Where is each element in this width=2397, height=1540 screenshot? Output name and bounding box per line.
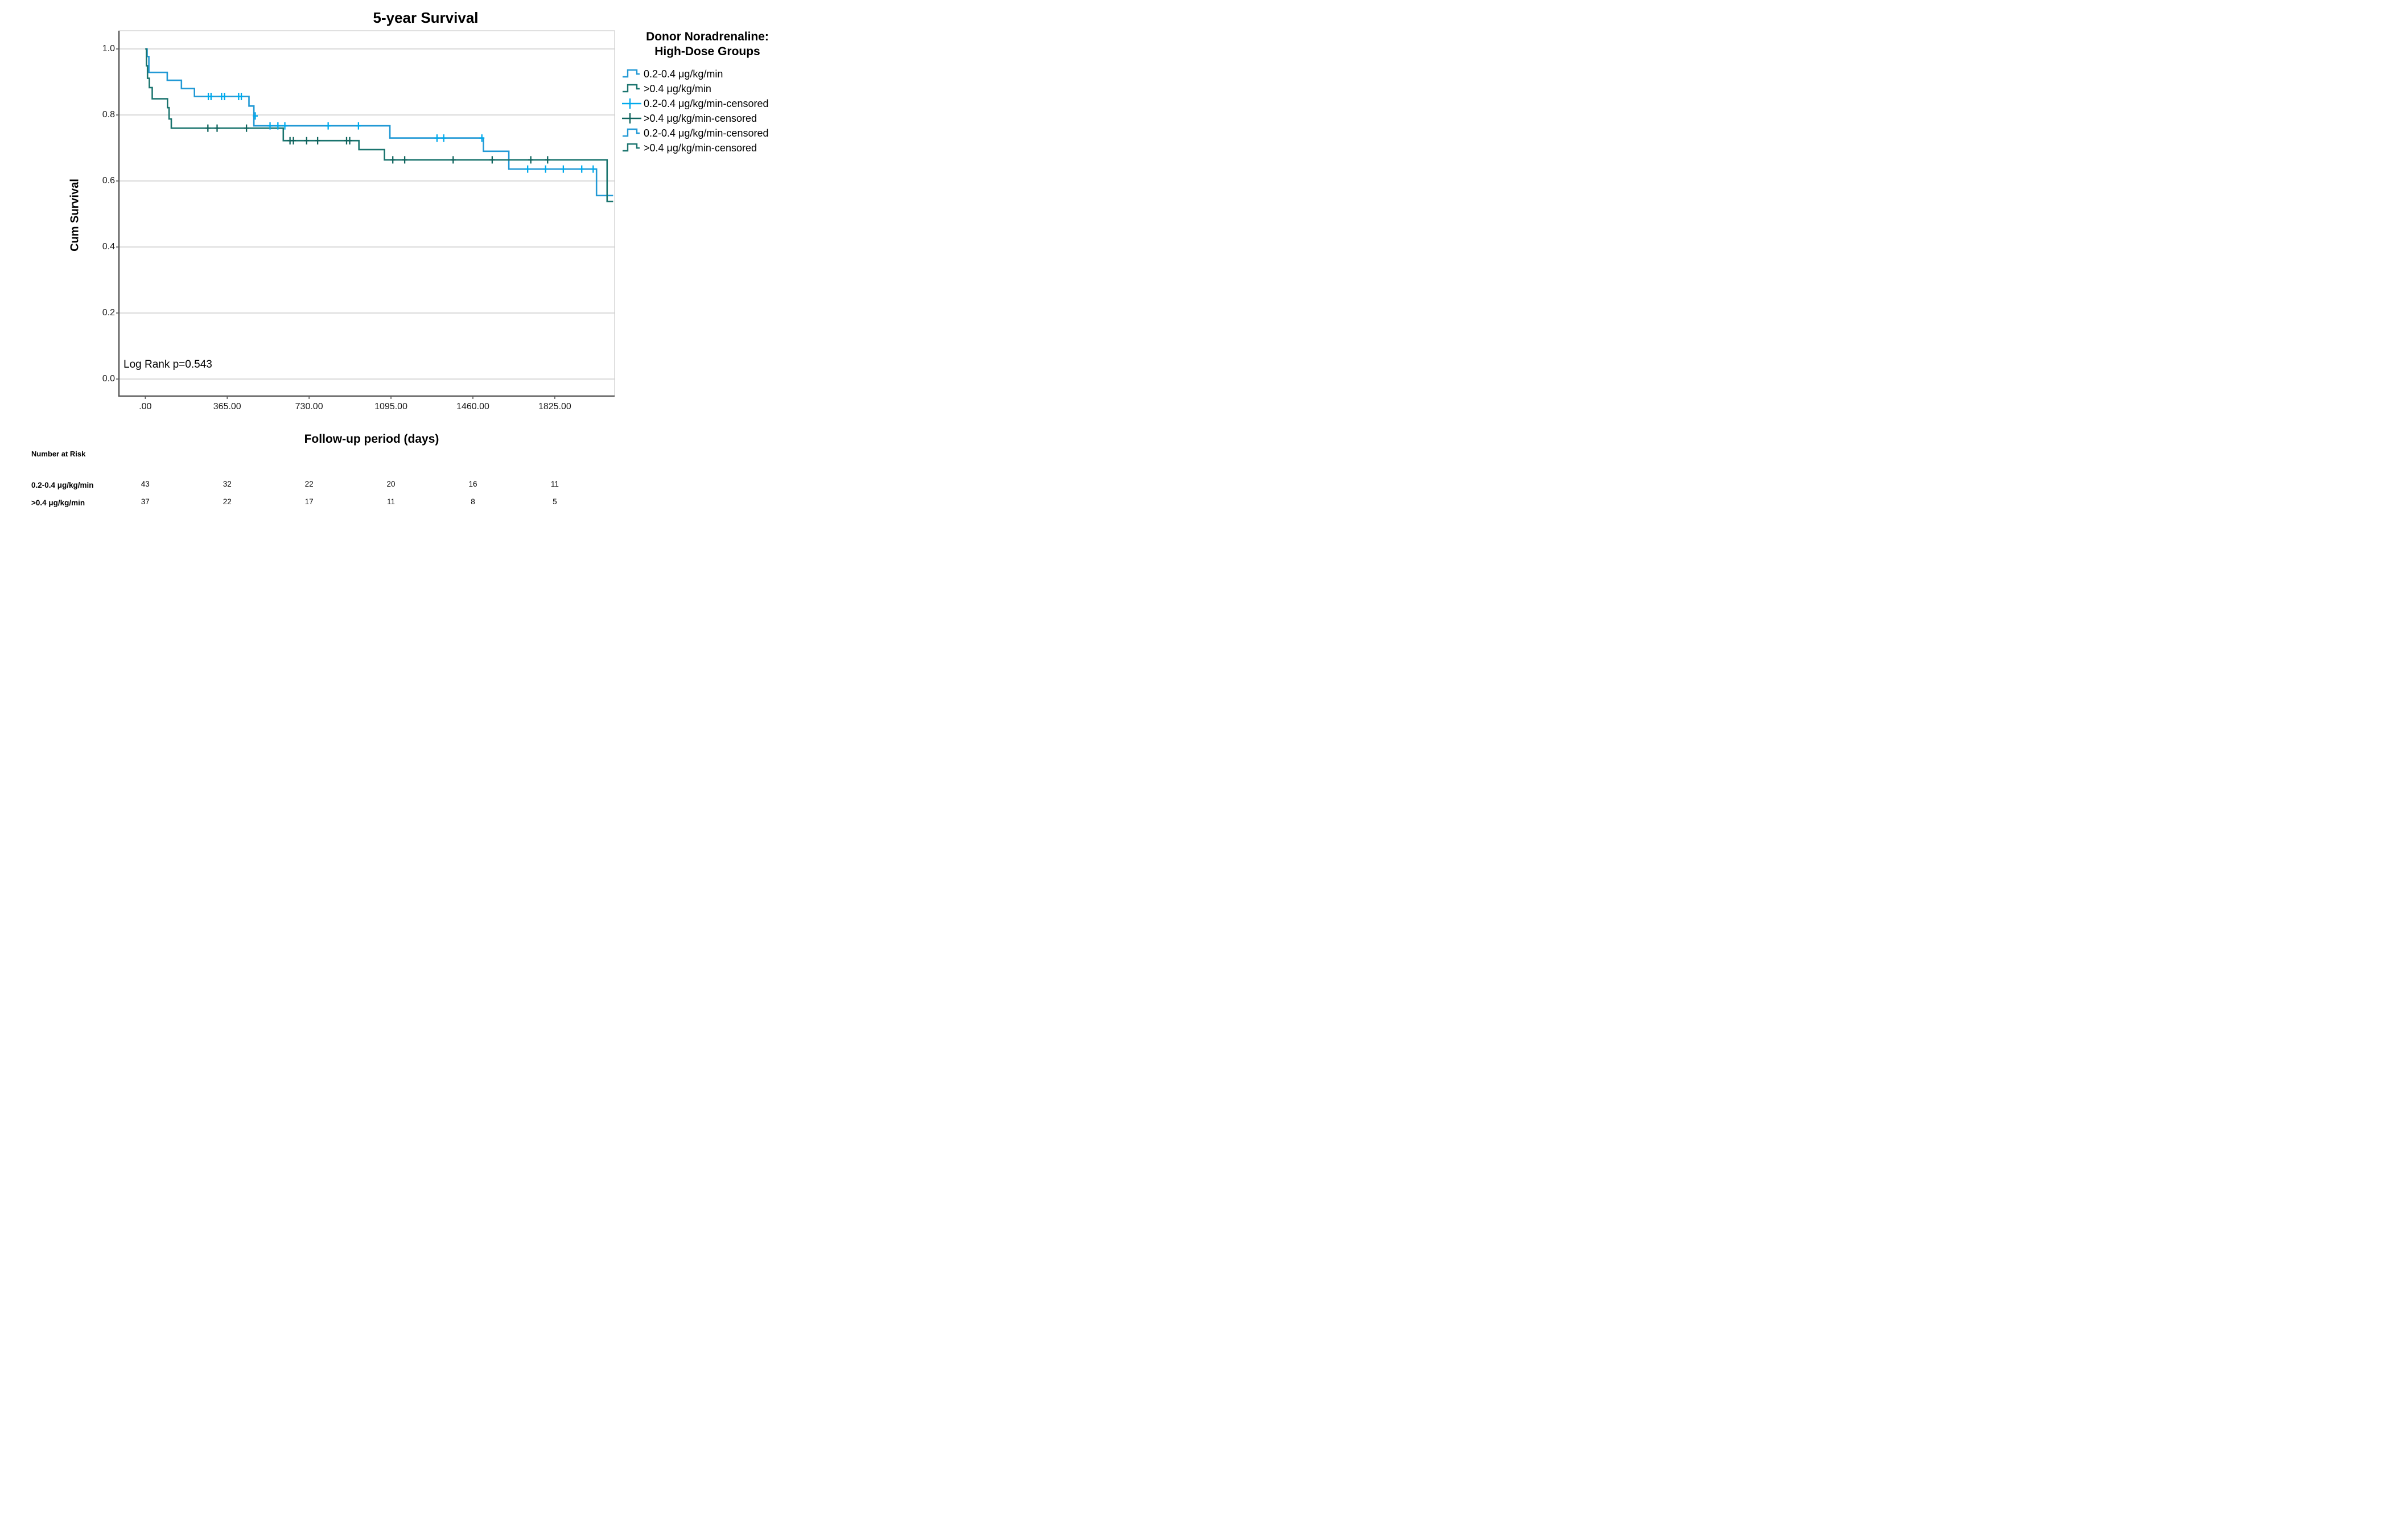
legend-item: 0.2-0.4 μg/kg/min-censored [622, 126, 798, 141]
legend-item-label: >0.4 μg/kg/min [644, 83, 711, 94]
risk-value: 22 [304, 480, 314, 488]
y-tick-label: 1.0 [102, 44, 115, 53]
legend-item-label: 0.2-0.4 μg/kg/min-censored [644, 127, 769, 139]
risk-row-label: >0.4 μg/kg/min [31, 499, 85, 507]
legend-item-label: >0.4 μg/kg/min-censored [644, 112, 757, 124]
legend-title: Donor Noradrenaline: High-Dose Groups [622, 30, 793, 59]
y-tick-label: 0.0 [102, 374, 115, 384]
series-line-0 [145, 48, 613, 196]
legend-item-label: >0.4 μg/kg/min-censored [644, 142, 757, 154]
spss-survival-chart-page: 5-year Survival Cum Survival Follow-up p… [0, 0, 799, 513]
x-tick-label: 730.00 [295, 402, 323, 411]
legend-item: >0.4 μg/kg/min-censored [622, 111, 798, 126]
censor-plus-icon [622, 113, 641, 124]
step-line-icon [623, 69, 640, 78]
legend-title-line1: Donor Noradrenaline: [646, 30, 769, 43]
step-line-icon [623, 129, 640, 137]
y-axis-title: Cum Survival [68, 179, 81, 252]
risk-table-header: Number at Risk [31, 450, 86, 458]
gridlines [119, 48, 615, 380]
x-axis-title: Follow-up period (days) [304, 433, 439, 446]
risk-value: 11 [387, 497, 396, 506]
risk-value: 17 [304, 497, 314, 506]
legend-item: 0.2-0.4 μg/kg/min-censored [622, 96, 798, 111]
risk-value: 5 [553, 497, 557, 506]
x-tick-label: .00 [139, 402, 152, 411]
step-line-icon [623, 84, 640, 93]
legend-item-label: 0.2-0.4 μg/kg/min-censored [644, 97, 769, 109]
plot-frame [118, 30, 615, 397]
step-line-icon [623, 143, 640, 152]
censor-plus-icon [622, 98, 641, 109]
legend-item-label: 0.2-0.4 μg/kg/min [644, 68, 723, 80]
x-tick-label: 1460.00 [456, 402, 489, 411]
legend-item: 0.2-0.4 μg/kg/min [622, 67, 798, 81]
legend-title-line2: High-Dose Groups [654, 44, 760, 58]
risk-value: 11 [550, 480, 559, 488]
legend: Donor Noradrenaline: High-Dose Groups 0.… [622, 30, 798, 155]
series-line-1 [145, 48, 613, 203]
y-tick-label: 0.6 [102, 176, 115, 186]
risk-value: 8 [471, 497, 475, 506]
risk-value: 22 [223, 497, 232, 506]
y-tick-label: 0.4 [102, 242, 115, 252]
risk-value: 37 [141, 497, 150, 506]
legend-item: >0.4 μg/kg/min [622, 81, 798, 96]
risk-row-label: 0.2-0.4 μg/kg/min [31, 481, 94, 489]
x-tick-label: 1095.00 [374, 402, 407, 411]
risk-value: 32 [223, 480, 232, 488]
y-tick-label: 0.8 [102, 110, 115, 120]
x-tick-label: 365.00 [213, 402, 241, 411]
survival-chart [116, 30, 615, 399]
legend-item: >0.4 μg/kg/min-censored [622, 141, 798, 155]
y-tick-label: 0.2 [102, 308, 115, 318]
x-tick-label: 1825.00 [538, 402, 571, 411]
censor-marks-1 [205, 124, 550, 164]
chart-title: 5-year Survival [373, 9, 479, 26]
survival-curves [145, 48, 613, 203]
risk-value: 20 [386, 480, 396, 488]
log-rank-annotation: Log Rank p=0.543 [123, 359, 212, 370]
risk-value: 43 [141, 480, 150, 488]
censor-marks-0 [205, 93, 596, 173]
axes [116, 31, 615, 399]
risk-value: 16 [468, 480, 477, 488]
